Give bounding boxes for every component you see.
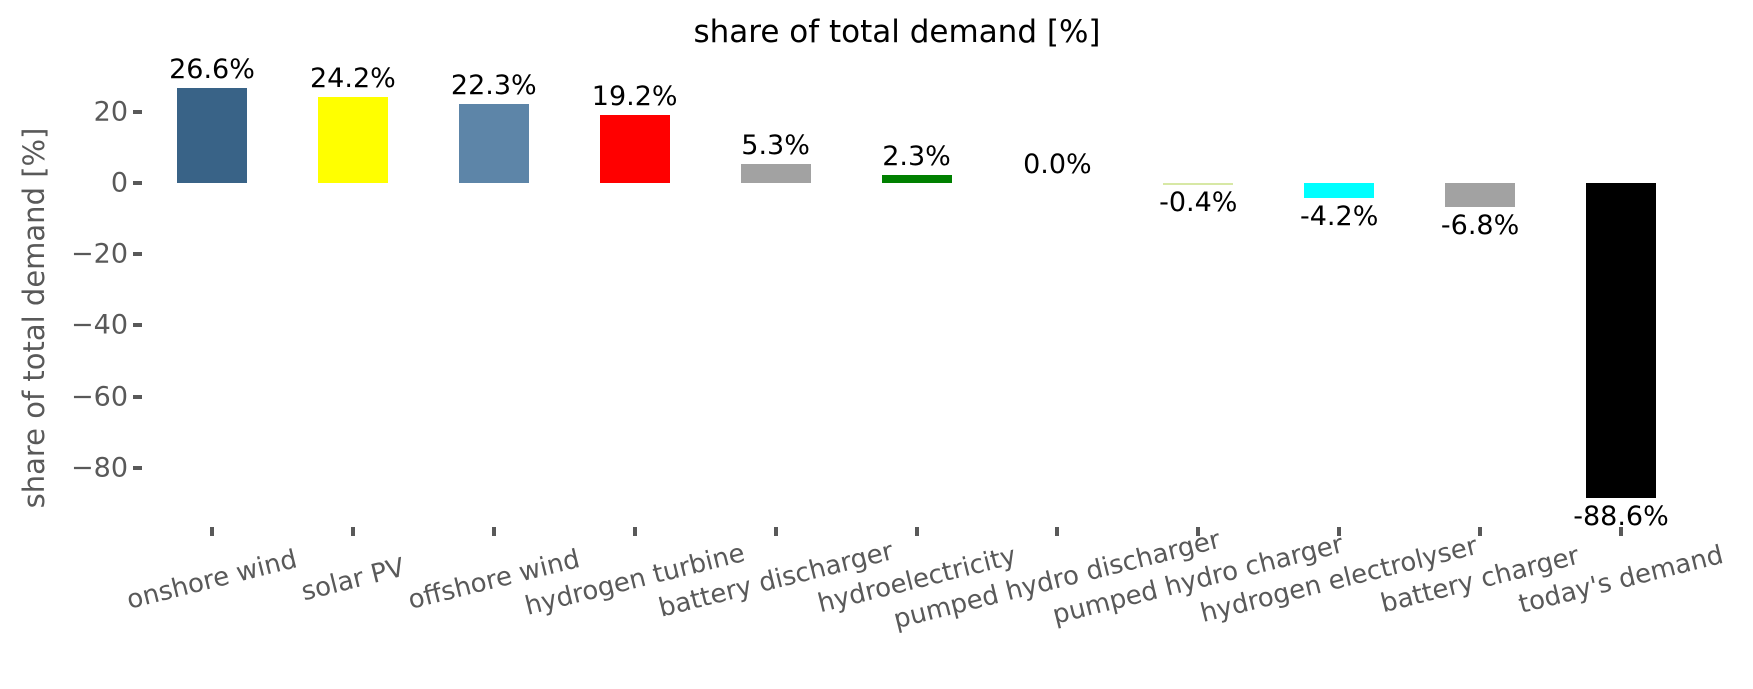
x-tick-mark	[350, 527, 355, 536]
x-tick-mark	[632, 527, 637, 536]
x-tick-mark	[210, 527, 214, 536]
bar-hydrogen-electrolyser	[1304, 183, 1375, 198]
x-tick-mark	[491, 527, 496, 536]
bar-solar-pv	[317, 96, 388, 183]
y-axis-label: share of total demand [%]	[17, 127, 51, 509]
y-tick-mark	[133, 252, 142, 257]
y-tick-label: 0	[110, 167, 128, 199]
y-tick-mark	[133, 394, 142, 399]
value-label-battery-discharger: 5.3%	[741, 130, 810, 162]
value-label-hydrogen-electrolyser: -4.2%	[1300, 200, 1379, 232]
bar-hydrogen-turbine	[599, 114, 670, 183]
y-tick-mark	[133, 465, 142, 470]
bar-offshore-wind	[458, 103, 529, 183]
y-tick-mark	[133, 109, 142, 114]
bar-battery-discharger	[740, 164, 811, 183]
y-tick-label: −60	[71, 381, 128, 413]
x-tick-mark	[1337, 527, 1342, 536]
y-tick-label: −20	[71, 238, 128, 270]
bar-hydroelectricity	[881, 174, 952, 183]
value-label-offshore-wind: 22.3%	[450, 69, 537, 101]
y-tick-label: −80	[71, 452, 128, 484]
x-tick-mark	[773, 527, 778, 536]
value-label-battery-charger: -6.8%	[1440, 210, 1520, 242]
x-category-label-solar-pv: solar PV	[298, 552, 408, 608]
y-tick-mark	[133, 323, 142, 328]
x-tick-mark	[1619, 527, 1623, 536]
x-tick-mark	[1196, 527, 1201, 536]
value-label-hydrogen-turbine: 19.2%	[591, 80, 678, 112]
value-label-today-s-demand: -88.6%	[1573, 501, 1669, 533]
value-label-pumped-hydro-discharger: 0.0%	[1023, 149, 1092, 180]
value-label-pumped-hydro-charger: -0.4%	[1159, 187, 1238, 219]
bar-today-s-demand	[1586, 183, 1656, 499]
x-category-label-onshore-wind: onshore wind	[123, 544, 301, 616]
value-label-solar-pv: 24.2%	[310, 62, 396, 94]
value-label-hydroelectricity: 2.3%	[882, 140, 951, 172]
x-tick-mark	[914, 527, 919, 536]
bar-pumped-hydro-charger	[1163, 183, 1234, 185]
y-tick-mark	[133, 181, 142, 185]
bar-battery-charger	[1445, 183, 1516, 208]
chart-title: share of total demand [%]	[693, 14, 1101, 50]
x-tick-mark	[1478, 527, 1483, 536]
y-tick-label: −40	[71, 309, 128, 341]
bar-onshore-wind	[177, 88, 247, 183]
value-label-onshore-wind: 26.6%	[169, 54, 255, 86]
x-tick-mark	[1055, 527, 1060, 536]
y-tick-label: 20	[93, 96, 128, 128]
